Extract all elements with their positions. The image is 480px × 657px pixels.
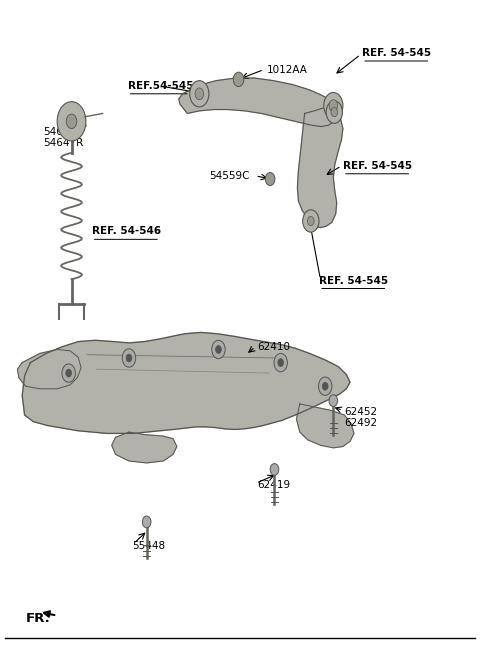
Text: 62452: 62452 — [344, 407, 377, 417]
Circle shape — [278, 359, 284, 367]
Circle shape — [66, 114, 77, 129]
Circle shape — [326, 101, 342, 124]
Circle shape — [122, 349, 136, 367]
Circle shape — [143, 516, 151, 528]
Circle shape — [62, 364, 75, 382]
Text: 54647R: 54647R — [43, 138, 83, 148]
Polygon shape — [22, 332, 350, 434]
Circle shape — [303, 210, 319, 232]
Polygon shape — [179, 78, 338, 127]
Circle shape — [212, 340, 225, 359]
Text: REF. 54-545: REF. 54-545 — [319, 276, 388, 286]
Circle shape — [329, 100, 337, 112]
Polygon shape — [297, 404, 354, 448]
Circle shape — [216, 346, 221, 353]
Circle shape — [331, 108, 337, 117]
Text: 62492: 62492 — [344, 418, 377, 428]
Text: REF. 54-545: REF. 54-545 — [343, 161, 412, 171]
Circle shape — [57, 102, 86, 141]
Text: REF. 54-545: REF. 54-545 — [362, 48, 431, 58]
Circle shape — [329, 395, 337, 407]
Text: 62419: 62419 — [257, 480, 290, 489]
Text: REF.54-545: REF.54-545 — [128, 81, 193, 91]
Circle shape — [270, 464, 279, 476]
Text: FR.: FR. — [25, 612, 50, 625]
Polygon shape — [298, 108, 343, 227]
Circle shape — [265, 173, 275, 185]
Circle shape — [324, 93, 343, 119]
Polygon shape — [112, 432, 177, 463]
Text: 62410: 62410 — [257, 342, 290, 352]
Circle shape — [195, 88, 204, 100]
Text: 55448: 55448 — [132, 541, 166, 551]
Text: REF. 54-546: REF. 54-546 — [92, 227, 161, 237]
Polygon shape — [17, 350, 81, 389]
Text: 54646L: 54646L — [43, 127, 82, 137]
Circle shape — [233, 72, 244, 87]
Circle shape — [126, 354, 132, 362]
Circle shape — [319, 377, 332, 396]
Circle shape — [66, 369, 72, 377]
Circle shape — [190, 81, 209, 107]
Text: 1012AA: 1012AA — [266, 64, 307, 74]
Text: 54559C: 54559C — [209, 171, 250, 181]
Circle shape — [308, 216, 314, 225]
Circle shape — [323, 382, 328, 390]
Circle shape — [274, 353, 288, 372]
